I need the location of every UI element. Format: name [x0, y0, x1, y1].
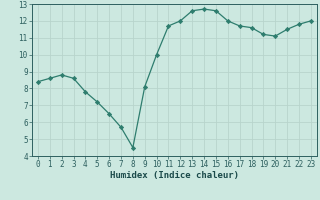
X-axis label: Humidex (Indice chaleur): Humidex (Indice chaleur)	[110, 171, 239, 180]
